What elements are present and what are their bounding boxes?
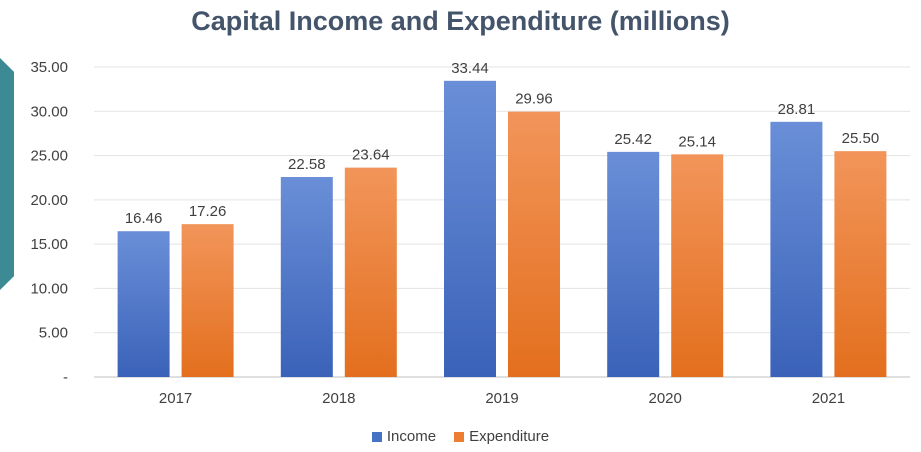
x-tick-label: 2021 (812, 390, 845, 407)
data-label: 25.14 (678, 133, 716, 150)
chart-title: Capital Income and Expenditure (millions… (191, 6, 730, 36)
y-tick-label: 20.00 (30, 192, 68, 209)
bar-income-2017 (117, 231, 170, 377)
y-tick-label: 15.00 (30, 236, 68, 253)
y-tick-label: 35.00 (30, 59, 68, 76)
x-tick-label: 2018 (322, 390, 355, 407)
bar-income-2018 (280, 177, 333, 377)
bar-expenditure-2019 (508, 111, 560, 377)
y-tick-label: 25.00 (30, 148, 68, 165)
data-label: 23.64 (352, 147, 390, 164)
bar-income-2021 (770, 121, 823, 377)
bar-expenditure-2021 (834, 151, 887, 377)
legend-label-expenditure: Expenditure (469, 428, 550, 445)
y-tick-label: 10.00 (30, 280, 68, 297)
legend-label-income: Income (386, 428, 437, 445)
legend-item-income: Income (371, 428, 437, 445)
bars (117, 80, 887, 378)
data-label: 33.44 (451, 60, 489, 77)
x-tick-label: 2019 (485, 390, 518, 407)
data-label: 25.42 (614, 131, 652, 148)
side-accent-shape (0, 58, 14, 290)
bar-expenditure-2018 (344, 167, 397, 377)
labels: - 5.00 10.00 15.00 20.00 25.00 30.00 35.00 16.46… (30, 59, 879, 407)
bar-expenditure-2020 (671, 154, 724, 377)
y-tick-label: 5.00 (39, 325, 68, 342)
legend-item-expenditure: Expenditure (454, 428, 549, 445)
legend-swatch-income (371, 431, 382, 442)
data-label: 28.81 (778, 101, 816, 118)
y-tick-label: - (63, 369, 68, 386)
data-label: 29.96 (515, 91, 553, 108)
data-label: 22.58 (288, 156, 326, 173)
legend: Income Expenditure (0, 428, 921, 445)
legend-swatch-expenditure (454, 431, 465, 442)
bar-income-2020 (607, 151, 660, 377)
bar-expenditure-2017 (181, 224, 234, 377)
data-label: 25.50 (842, 130, 880, 147)
bar-income-2019 (444, 80, 496, 378)
x-tick-label: 2017 (159, 390, 192, 407)
y-tick-label: 30.00 (30, 103, 68, 120)
x-tick-label: 2020 (649, 390, 682, 407)
data-label: 16.46 (125, 210, 163, 227)
data-label: 17.26 (189, 203, 227, 220)
